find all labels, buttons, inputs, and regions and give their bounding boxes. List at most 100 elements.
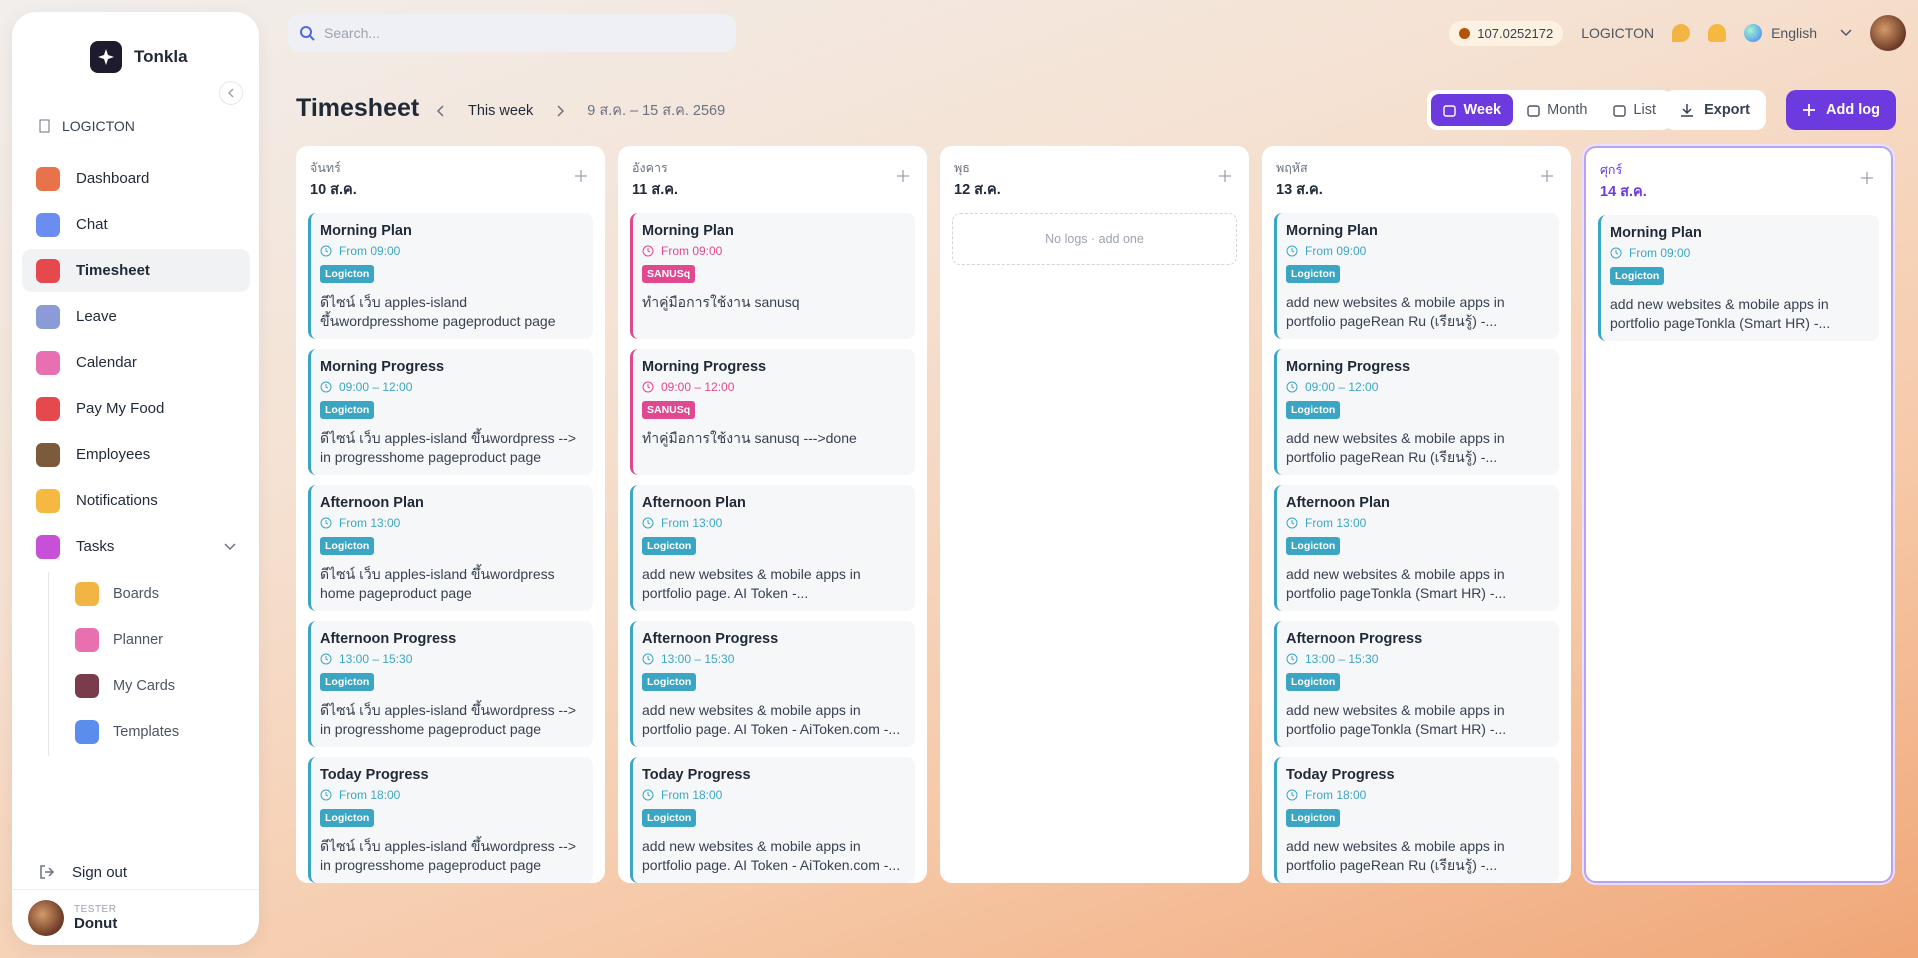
- log-text: add new websites & mobile apps in portfo…: [642, 702, 901, 737]
- nav-item[interactable]: Employees: [22, 433, 250, 476]
- log-card[interactable]: Morning Progress 09:00 – 12:00 Logicton add…: [1274, 349, 1559, 475]
- log-title: Today Progress: [642, 767, 751, 783]
- week-board: จันทร์ 10 ส.ค. Morning Plan From 09:00 Logic…: [296, 146, 1893, 883]
- log-card[interactable]: Afternoon Progress 13:00 – 15:30 Logicton ด…: [308, 621, 593, 747]
- profile-avatar[interactable]: [1870, 15, 1906, 51]
- log-title: Morning Progress: [320, 359, 445, 375]
- nav-item[interactable]: Tasks: [22, 525, 250, 568]
- nav-item[interactable]: Pay My Food: [22, 387, 250, 430]
- log-time: From 13:00: [1286, 516, 1549, 530]
- prev[interactable]: [436, 104, 446, 117]
- nav-icon: [36, 258, 60, 283]
- sub-nav-item[interactable]: Planner: [75, 618, 179, 661]
- log-time-text: From 09:00: [339, 244, 401, 258]
- log-card[interactable]: Afternoon Progress 13:00 – 15:30 Logicton a…: [630, 621, 915, 747]
- nav-item[interactable]: Dashboard: [22, 157, 250, 200]
- sub-nav-item[interactable]: My Cards: [75, 664, 179, 707]
- log-time: 09:00 – 12:00: [642, 380, 905, 394]
- log-tag: Logicton: [320, 265, 375, 283]
- log-card[interactable]: Morning Plan From 09:00 Logicton add new we…: [1598, 215, 1879, 341]
- topbar-org[interactable]: LOGICTON: [1581, 25, 1655, 41]
- sign-out[interactable]: Sign out: [38, 863, 127, 881]
- notifications-bell[interactable]: [1708, 24, 1727, 42]
- log-card[interactable]: Morning Progress 09:00 – 12:00 Logicton ดีไ…: [308, 349, 593, 475]
- log-time-text: 09:00 – 12:00: [661, 380, 735, 394]
- log-card[interactable]: Afternoon Progress 13:00 – 15:30 Logicton a…: [1274, 621, 1559, 747]
- log-title: Morning Plan: [1610, 225, 1702, 241]
- organization[interactable]: LOGICTON: [38, 118, 135, 134]
- log-time: From 18:00: [642, 788, 905, 802]
- view-label: Week: [1463, 102, 1502, 118]
- nav-item[interactable]: Timesheet: [22, 249, 250, 292]
- view-switch: Week Month List: [1427, 90, 1672, 130]
- view-label: Month: [1547, 102, 1588, 118]
- add-to-day[interactable]: [575, 166, 587, 187]
- day-column: ศุกร์ 14 ส.ค. Morning Plan From 09:00 Logict…: [1584, 146, 1893, 883]
- weekday: พุธ: [954, 161, 970, 175]
- log-card[interactable]: Today Progress From 18:00 Logicton ดีไซน์ เ…: [308, 757, 593, 883]
- org-name: LOGICTON: [62, 118, 135, 134]
- nav-icon: [36, 442, 60, 467]
- log-card[interactable]: Morning Progress 09:00 – 12:00 SANUSq ทำคู่…: [630, 349, 915, 475]
- user-name: Donut: [74, 914, 118, 932]
- log-title: Afternoon Plan: [320, 495, 424, 511]
- log-card[interactable]: Afternoon Plan From 13:00 Logicton add new …: [630, 485, 915, 611]
- nav-icon: [36, 212, 60, 237]
- sub-nav-item[interactable]: Templates: [75, 710, 179, 753]
- add-to-day[interactable]: [1219, 166, 1231, 187]
- nav-item[interactable]: Calendar: [22, 341, 250, 384]
- period-nav: This week 9 ส.ค. – 15 ส.ค. 2569: [436, 99, 725, 122]
- log-time-text: 13:00 – 15:30: [661, 652, 735, 666]
- balance[interactable]: 107.0252172: [1449, 20, 1564, 46]
- collapse-button[interactable]: [219, 81, 243, 105]
- add-log-button[interactable]: Add log: [1786, 90, 1896, 130]
- sub-nav-icon: [75, 627, 99, 652]
- sub-nav-item[interactable]: Boards: [75, 572, 179, 615]
- theme-toggle[interactable]: [1672, 24, 1691, 42]
- nav-item[interactable]: Leave: [22, 295, 250, 338]
- log-card[interactable]: Today Progress From 18:00 Logicton add new …: [1274, 757, 1559, 883]
- log-title: Morning Progress: [642, 359, 767, 375]
- language[interactable]: English: [1744, 24, 1852, 42]
- nav-label: Pay My Food: [76, 400, 165, 417]
- log-tag: Logicton: [1286, 537, 1341, 555]
- search[interactable]: Search...: [288, 14, 736, 52]
- brand-name: Tonkla: [134, 47, 188, 66]
- log-title: Morning Plan: [320, 223, 412, 239]
- sub-nav-icon: [75, 673, 99, 698]
- nav-icon: [36, 304, 60, 329]
- export-button[interactable]: Export: [1664, 90, 1766, 130]
- log-title: Today Progress: [1286, 767, 1395, 783]
- log-card[interactable]: Morning Plan From 09:00 Logicton add new we…: [1274, 213, 1559, 339]
- nav-item[interactable]: Chat: [22, 203, 250, 246]
- log-time: From 09:00: [320, 244, 583, 258]
- next[interactable]: [555, 104, 565, 117]
- view-label: List: [1633, 102, 1656, 118]
- nav-label: Chat: [76, 216, 108, 233]
- logo: [90, 41, 122, 73]
- log-card[interactable]: Morning Plan From 09:00 Logicton ดีไซน์ เว็…: [308, 213, 593, 339]
- add-to-day[interactable]: [897, 166, 909, 187]
- weekday: พฤหัส: [1276, 161, 1308, 175]
- log-card[interactable]: Today Progress From 18:00 Logicton add new …: [630, 757, 915, 883]
- sub-nav-label: Boards: [113, 585, 159, 602]
- brand[interactable]: Tonkla: [90, 41, 188, 73]
- log-text: add new websites & mobile apps in portfo…: [1286, 838, 1505, 873]
- log-card[interactable]: Afternoon Plan From 13:00 Logicton ดีไซน์ เ…: [308, 485, 593, 611]
- log-title: Afternoon Plan: [1286, 495, 1390, 511]
- view-option[interactable]: List: [1601, 94, 1668, 126]
- view-option[interactable]: Week: [1431, 94, 1514, 126]
- user[interactable]: TESTER Donut: [12, 889, 259, 945]
- nav: Dashboard Chat Timesheet Leave Calendar Pay M…: [22, 157, 250, 571]
- weekday: ศุกร์: [1600, 163, 1623, 177]
- add-to-day[interactable]: [1541, 166, 1553, 187]
- add-to-day[interactable]: [1861, 168, 1873, 189]
- nav-item[interactable]: Notifications: [22, 479, 250, 522]
- log-tag: Logicton: [1286, 673, 1341, 691]
- view-option[interactable]: Month: [1515, 94, 1599, 126]
- log-card[interactable]: Afternoon Plan From 13:00 Logicton add new …: [1274, 485, 1559, 611]
- log-card[interactable]: Morning Plan From 09:00 SANUSq ทำคู่มือการใ…: [630, 213, 915, 339]
- empty-day[interactable]: No logs · add one: [952, 213, 1237, 265]
- log-time-text: From 13:00: [1305, 516, 1367, 530]
- nav-icon: [36, 534, 60, 559]
